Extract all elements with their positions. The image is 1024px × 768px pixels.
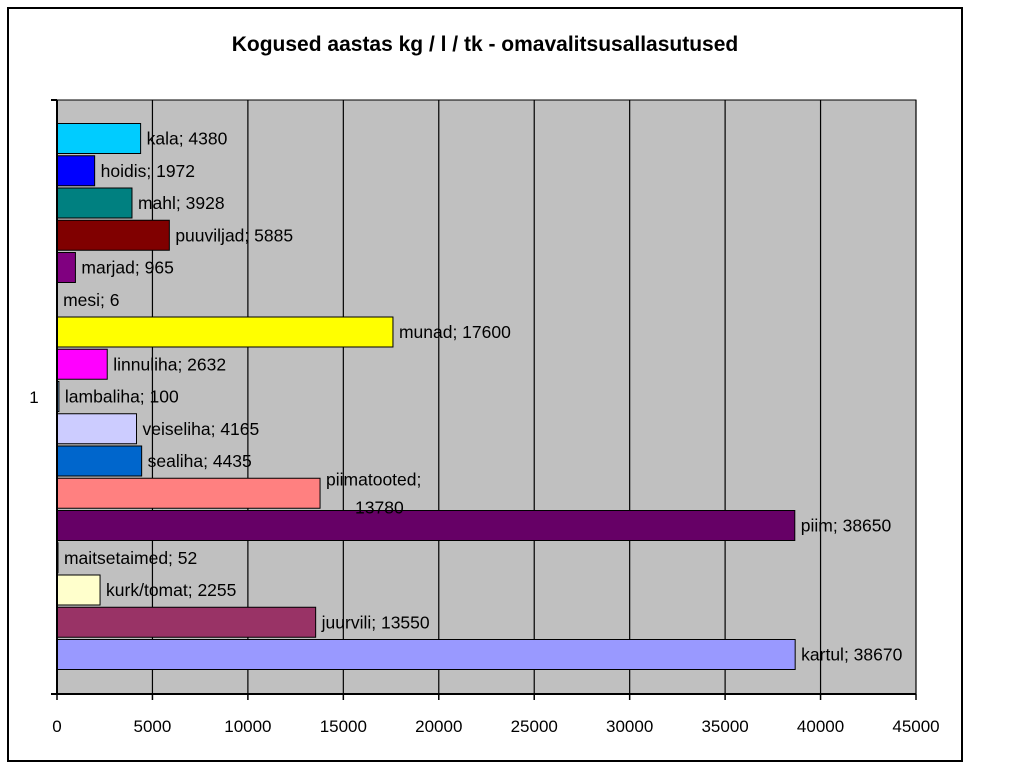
data-label-veiseliha: veiseliha; 4165 xyxy=(143,419,260,439)
data-label-maitsetaimed: maitsetaimed; 52 xyxy=(64,548,197,568)
x-tick-label: 25000 xyxy=(511,717,558,736)
bar-linnuliha xyxy=(56,348,108,380)
data-label-munad: munad; 17600 xyxy=(399,322,511,342)
bar-hoidis xyxy=(56,155,96,187)
data-label-kurk-tomat: kurk/tomat; 2255 xyxy=(106,580,236,600)
bar-sealiha xyxy=(56,445,143,477)
bar-kartul xyxy=(56,639,796,670)
x-tick-label: 40000 xyxy=(797,717,844,736)
data-label-mesi: mesi; 6 xyxy=(63,290,119,310)
x-tick-label: 15000 xyxy=(320,717,367,736)
data-label-linnuliha: linnuliha; 2632 xyxy=(113,354,226,374)
data-label-lambaliha: lambaliha; 100 xyxy=(65,387,179,407)
x-tick-label: 45000 xyxy=(892,717,939,736)
x-tick-label: 35000 xyxy=(701,717,748,736)
axes xyxy=(51,99,917,700)
data-label-kartul: kartul; 38670 xyxy=(801,645,902,665)
bar-munad xyxy=(56,316,394,348)
gridlines xyxy=(151,100,917,694)
chart-title: Kogused aastas kg / l / tk - omavalitsus… xyxy=(231,33,739,56)
x-tick-label: 0 xyxy=(52,717,61,736)
data-label-juurvili: juurvili; 13550 xyxy=(321,612,430,632)
bar-piimatooted xyxy=(56,477,321,509)
bar-kurk-tomat xyxy=(56,574,101,606)
bar-puuviljad xyxy=(56,219,170,251)
bar-kala xyxy=(56,123,142,154)
plot-area xyxy=(56,99,917,695)
data-labels: kala; 4380 hoidis; 1972 mahl; 3928 puuvilja… xyxy=(63,129,903,665)
data-label-puuviljad: puuviljad; 5885 xyxy=(175,225,293,245)
bar-marjad xyxy=(56,252,76,283)
data-label-piim: piim; 38650 xyxy=(801,516,892,536)
data-label-mahl: mahl; 3928 xyxy=(138,193,225,213)
x-tick-label: 20000 xyxy=(415,717,462,736)
bar-veiseliha xyxy=(56,413,138,445)
data-label-marjad: marjad; 965 xyxy=(81,258,173,278)
bar-juurvili xyxy=(56,606,317,638)
category-axis-label: 1 xyxy=(29,388,38,407)
bar-piim xyxy=(56,510,796,541)
bars xyxy=(56,123,796,670)
x-tick-label: 5000 xyxy=(134,717,172,736)
x-tick-label: 30000 xyxy=(606,717,653,736)
data-label-kala: kala; 4380 xyxy=(147,129,228,149)
x-tick-label: 10000 xyxy=(224,717,271,736)
data-label-piimatooted: piimatooted; 13780 xyxy=(326,469,421,517)
bar-mahl xyxy=(56,187,133,219)
data-label-hoidis: hoidis; 1972 xyxy=(101,161,195,181)
x-tick-labels: 0 5000 10000 15000 20000 25000 30000 35000 40000… xyxy=(52,717,939,736)
data-label-sealiha: sealiha; 4435 xyxy=(148,451,252,471)
